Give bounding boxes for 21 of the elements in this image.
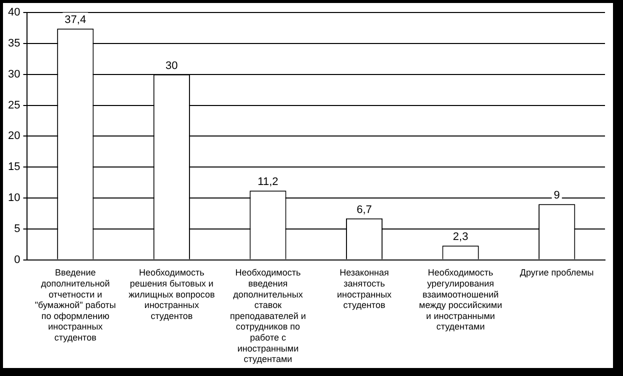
y-tick-label: 0 (14, 254, 20, 266)
y-tick-label: 10 (8, 192, 20, 204)
y-tick-label: 15 (8, 161, 20, 174)
y-tick-label: 20 (8, 130, 20, 142)
y-tick-label: 25 (8, 99, 20, 112)
y-tick-label: 35 (8, 38, 20, 50)
data-label: 11,2 (258, 176, 278, 188)
x-tick-label: Необходимость решения бытовых и жилищных вопросов иностранных студентов (128, 268, 215, 321)
y-tick-label: 30 (8, 68, 20, 80)
data-label: 2,3 (452, 231, 468, 244)
x-tick-label: Другие проблемы (520, 268, 594, 278)
x-tick-label: Необходимость урегулирования взаимоотношений между российскими и иностранными студентами (419, 268, 502, 332)
data-label: 9 (554, 190, 560, 202)
y-tick-label: 5 (14, 222, 20, 235)
data-label: 6,7 (356, 204, 372, 216)
category-label: Необходимость введения дополнительных ставок преподавателей и сотрудников по работе с иностранными студентами (230, 268, 306, 364)
data-label: 37,4 (64, 14, 86, 26)
y-tick-label: 40 (8, 6, 20, 19)
data-label: 30 (166, 60, 178, 72)
x-tick-label: Незаконная занятость иностранных студентов (336, 268, 392, 310)
x-tick-label: Введение дополнительной отчетности и "бумажной" работы по оформлению иностранных студентов (34, 268, 116, 342)
